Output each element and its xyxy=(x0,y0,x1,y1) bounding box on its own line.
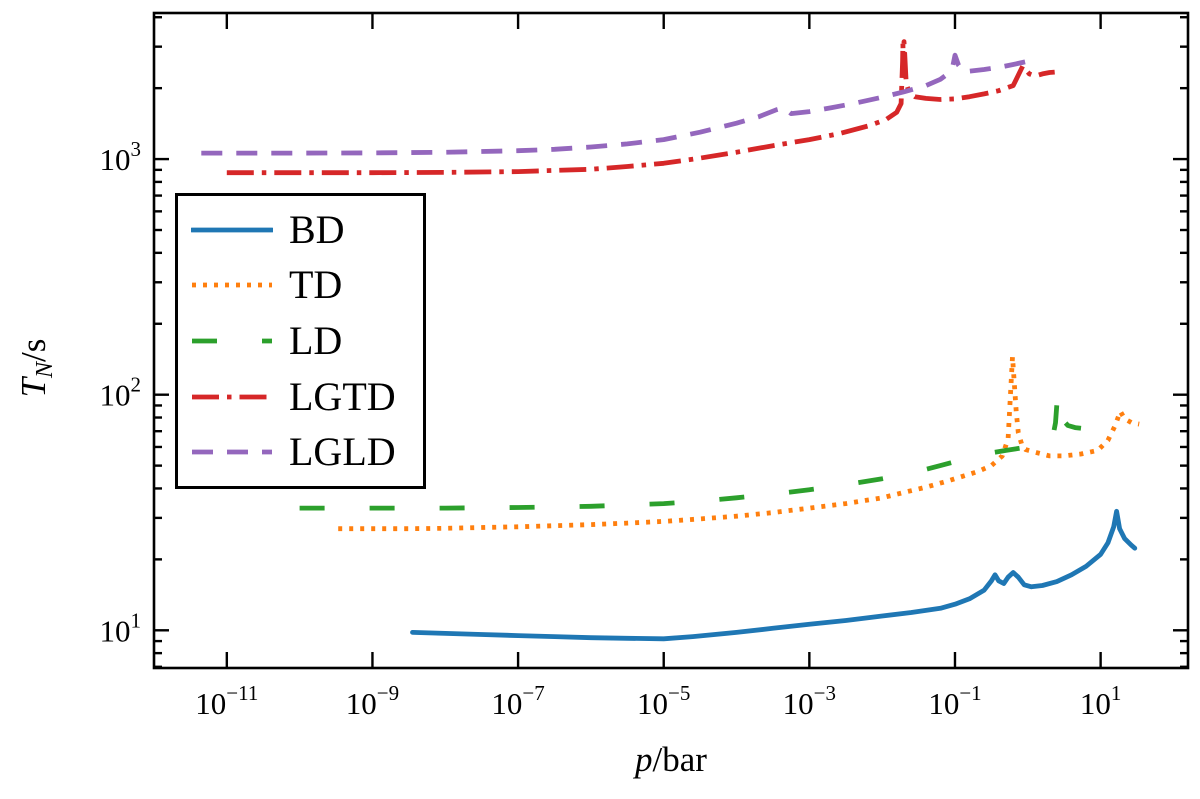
svg-text:103: 103 xyxy=(100,137,142,177)
svg-text:101: 101 xyxy=(100,608,142,648)
y-axis-label-subscript: N xyxy=(32,361,58,378)
svg-text:10−9: 10−9 xyxy=(346,681,399,721)
legend-line-sample-td xyxy=(192,282,272,288)
svg-text:10−11: 10−11 xyxy=(195,681,258,721)
y-axis-label: TN/s xyxy=(14,298,58,438)
legend-entry-td: TD xyxy=(191,265,423,305)
x-axis-label: p/bar xyxy=(471,740,871,780)
x-axis-label-symbol: p xyxy=(635,740,653,779)
x-axis-label-unit: /bar xyxy=(652,740,707,779)
legend-label-td: TD xyxy=(289,262,343,308)
y-axis-label-symbol: T xyxy=(14,377,53,398)
legend-entry-ld: LD xyxy=(191,317,423,363)
legend-entry-lgld: LGLD xyxy=(191,432,423,472)
legend: BD TD LD LGTD LGLD xyxy=(175,193,426,489)
legend-label-bd: BD xyxy=(289,206,345,252)
svg-text:10−7: 10−7 xyxy=(491,681,544,721)
svg-text:10−1: 10−1 xyxy=(928,681,981,721)
legend-label-lgld: LGLD xyxy=(289,429,396,475)
svg-text:10−5: 10−5 xyxy=(637,681,690,721)
svg-text:101: 101 xyxy=(1080,681,1122,721)
legend-label-ld: LD xyxy=(289,317,343,363)
legend-line-sample-ld xyxy=(192,338,272,344)
svg-text:10−3: 10−3 xyxy=(783,681,836,721)
legend-label-lgtd: LGTD xyxy=(289,373,396,419)
legend-entry-bd: BD xyxy=(191,206,423,252)
y-axis-label-unit: /s xyxy=(14,338,53,362)
legend-entry-lgtd: LGTD xyxy=(191,373,423,419)
legend-line-sample-lgtd xyxy=(192,394,272,399)
svg-text:102: 102 xyxy=(100,373,142,413)
legend-line-sample-lgld xyxy=(192,449,272,455)
legend-line-sample-bd xyxy=(191,227,273,233)
